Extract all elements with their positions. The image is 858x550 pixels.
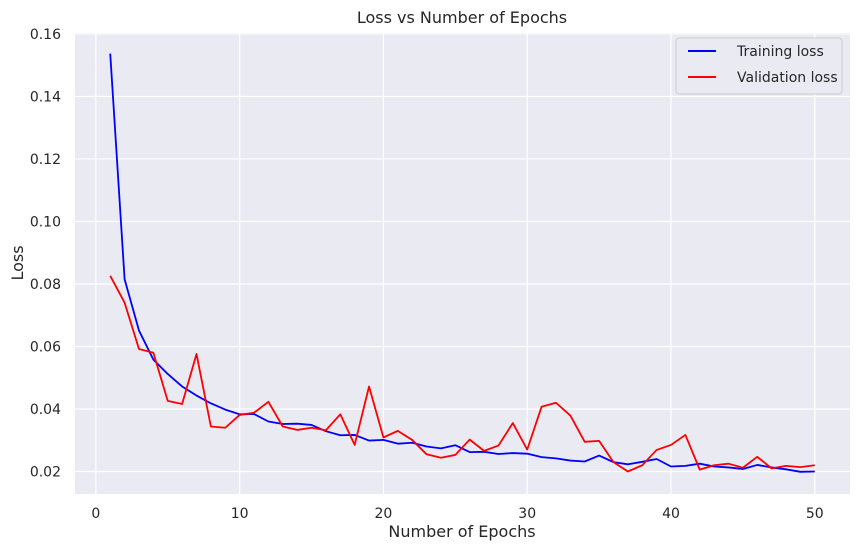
chart-title: Loss vs Number of Epochs xyxy=(357,8,567,27)
legend-label-validation: Validation loss xyxy=(737,70,838,86)
validation-loss-line xyxy=(109,275,815,473)
y-tick-label: 0.02 xyxy=(30,464,61,480)
y-axis-label: Loss xyxy=(8,245,27,280)
series-lines xyxy=(109,53,815,473)
y-tick-label: 0.16 xyxy=(30,27,61,43)
x-axis-label: Number of Epochs xyxy=(388,522,535,541)
y-tick-label: 0.14 xyxy=(30,89,61,105)
x-tick-label: 50 xyxy=(806,506,824,522)
y-tick-label: 0.08 xyxy=(30,277,61,293)
y-tick-label: 0.12 xyxy=(30,152,61,168)
y-tick-labels: 0.02 0.04 0.06 0.08 0.10 0.12 0.14 0.16 xyxy=(30,27,61,481)
x-tick-label: 0 xyxy=(91,506,100,522)
grid xyxy=(75,33,850,494)
x-tick-label: 30 xyxy=(518,506,536,522)
plot-background xyxy=(75,33,850,494)
y-tick-label: 0.10 xyxy=(30,214,61,230)
x-tick-label: 10 xyxy=(231,506,249,522)
x-tick-label: 20 xyxy=(375,506,393,522)
y-tick-label: 0.04 xyxy=(30,402,61,418)
legend-label-training: Training loss xyxy=(736,44,824,60)
legend: Training loss Validation loss xyxy=(675,37,843,95)
y-tick-label: 0.06 xyxy=(30,339,61,355)
x-tick-labels: 0 10 20 30 40 50 xyxy=(91,506,823,522)
x-tick-label: 40 xyxy=(662,506,680,522)
legend-box xyxy=(675,37,843,95)
